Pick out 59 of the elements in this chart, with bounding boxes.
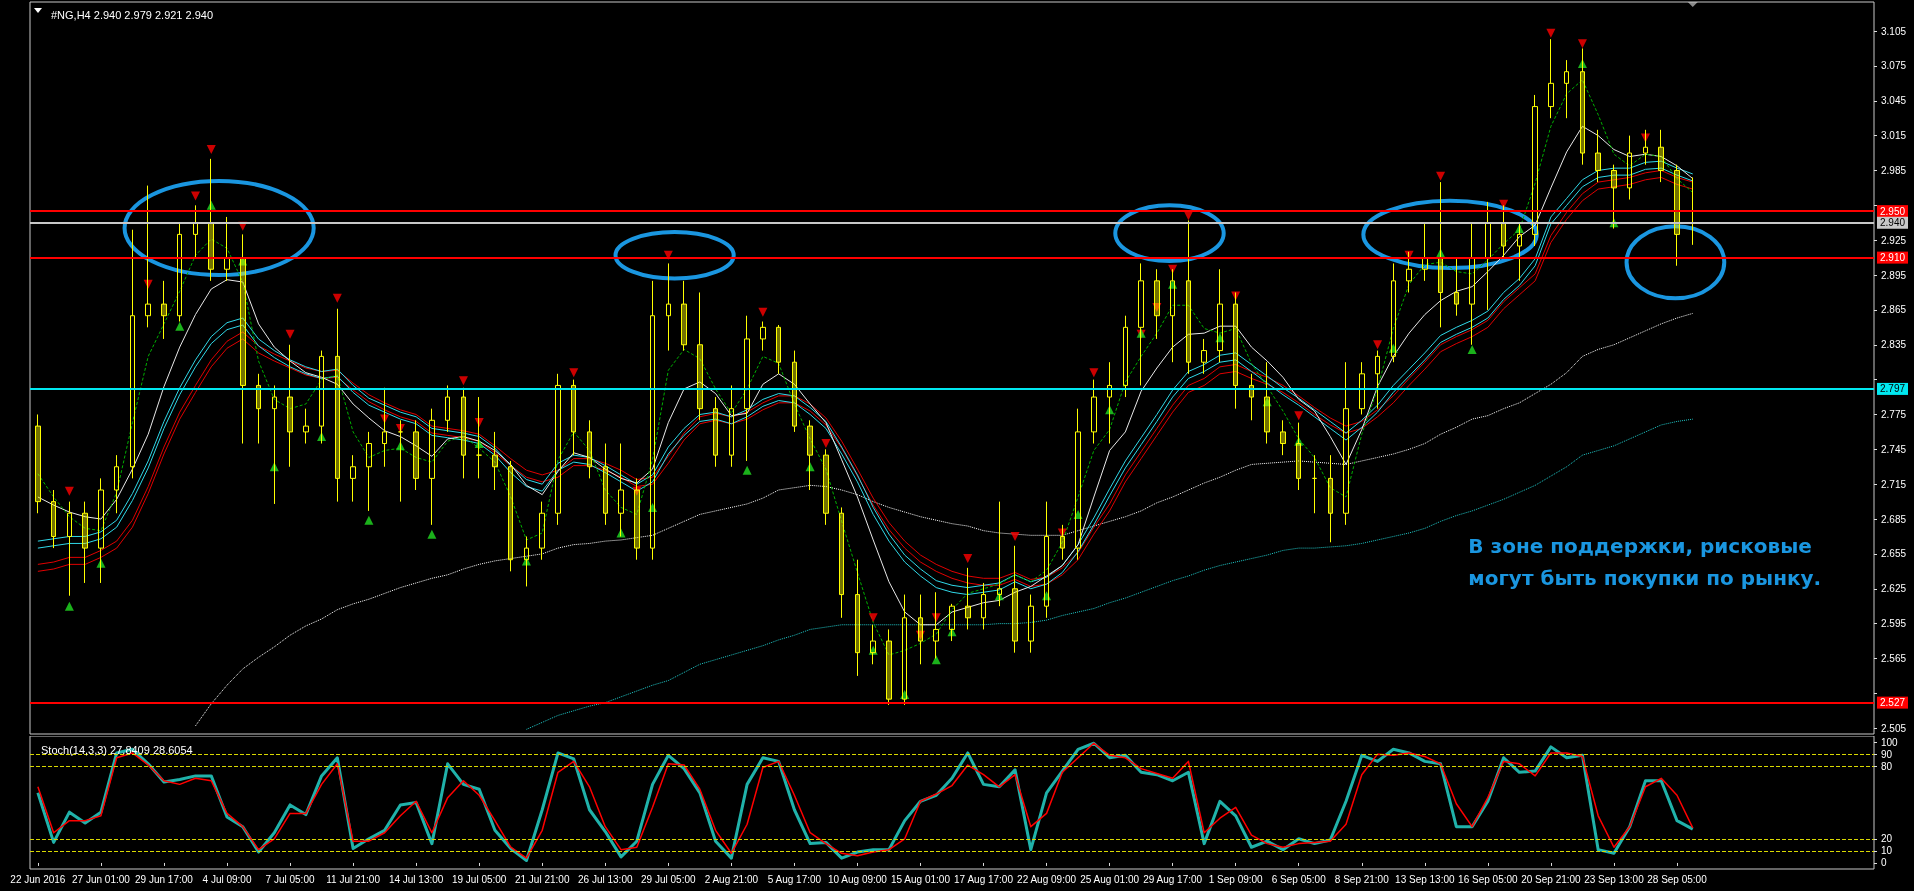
x-tick-label: 2 Aug 21:00 — [704, 873, 759, 885]
x-tick-label: 5 Aug 17:00 — [767, 873, 822, 885]
y-tick-label: 2.595 — [1881, 618, 1907, 630]
y-tick-label: 2.775 — [1881, 408, 1907, 420]
text: Stoch(14,3,3) 27.8409 28.6054 — [41, 743, 193, 756]
y-tick-label: 2.895 — [1881, 269, 1907, 281]
x-tick-label: 14 Jul 13:00 — [388, 873, 444, 885]
x-tick-label: 22 Jun 2016 — [10, 873, 66, 885]
x-tick-label: 4 Jul 09:00 — [202, 873, 252, 885]
y-tick-label: 10 — [1881, 845, 1893, 857]
x-tick-label: 29 Jun 17:00 — [135, 873, 194, 885]
x-tick-label: 27 Jun 01:00 — [72, 873, 131, 885]
y-tick-label: 3.045 — [1881, 95, 1907, 107]
y-tick-label: 2.625 — [1881, 583, 1907, 595]
y-tick-label: 2.655 — [1881, 548, 1907, 560]
x-tick-label: 22 Aug 09:00 — [1017, 873, 1077, 885]
x-tick-label: 28 Sep 05:00 — [1647, 873, 1708, 885]
x-tick-label: 21 Jul 21:00 — [514, 873, 570, 885]
x-tick-label: 16 Sep 05:00 — [1458, 873, 1519, 885]
y-tick-label: 2.925 — [1881, 234, 1907, 246]
y-tick-label: 2.715 — [1881, 478, 1907, 490]
x-tick-label: 29 Jul 05:00 — [641, 873, 696, 885]
y-tick-label: 2.505 — [1881, 722, 1907, 734]
annotation: В зоне поддержки, рисковые могут быть покупки по рынку. — [1468, 532, 1823, 592]
y-tick-label: 90 — [1881, 748, 1893, 760]
x-tick-label: 13 Sep 13:00 — [1395, 873, 1456, 885]
ref-line-label: 2.950 — [1880, 205, 1906, 217]
x-tick-label: 1 Sep 09:00 — [1208, 873, 1264, 885]
y-tick-label: 3.105 — [1881, 25, 1907, 37]
x-tick-label: 17 Aug 17:00 — [954, 873, 1014, 885]
x-tick-label: 8 Sep 21:00 — [1334, 873, 1390, 885]
x-tick-label: 11 Jul 21:00 — [326, 873, 381, 885]
y-tick-label: 2.745 — [1881, 443, 1907, 455]
x-tick-label: 7 Jul 05:00 — [265, 873, 315, 885]
x-tick-label: 23 Sep 13:00 — [1584, 873, 1645, 885]
y-tick-label: 2.865 — [1881, 304, 1907, 316]
ref-line-label: 2.797 — [1880, 383, 1906, 395]
y-tick-label: 20 — [1881, 833, 1893, 845]
y-tick-label: 3.075 — [1881, 60, 1907, 72]
ref-line-label: 2.910 — [1880, 252, 1906, 264]
x-tick-label: 10 Aug 09:00 — [827, 873, 888, 885]
x-tick-label: 26 Jul 13:00 — [578, 873, 633, 885]
y-tick-label: 3.015 — [1881, 130, 1907, 142]
y-tick-label: 100 — [1881, 736, 1899, 748]
y-tick-label: 0 — [1881, 857, 1887, 869]
x-tick-label: 6 Sep 05:00 — [1271, 873, 1327, 885]
x-tick-label: 19 Jul 05:00 — [451, 873, 507, 885]
y-tick-label: 2.685 — [1881, 513, 1907, 525]
y-tick-label: 2.985 — [1881, 164, 1907, 176]
x-tick-label: 20 Sep 21:00 — [1521, 873, 1582, 885]
text: #NG,H4 2.940 2.979 2.921 2.940 — [51, 8, 214, 21]
y-tick-label: 2.835 — [1881, 339, 1907, 351]
y-tick-label: 2.565 — [1881, 652, 1907, 664]
ref-line-label: 2.527 — [1880, 697, 1906, 709]
x-tick-label: 29 Aug 17:00 — [1143, 873, 1203, 885]
x-tick-label: 15 Aug 01:00 — [891, 873, 951, 885]
x-tick-label: 25 Aug 01:00 — [1080, 873, 1140, 885]
ref-line-label: 2.940 — [1880, 217, 1906, 229]
y-tick-label: 80 — [1881, 760, 1893, 772]
